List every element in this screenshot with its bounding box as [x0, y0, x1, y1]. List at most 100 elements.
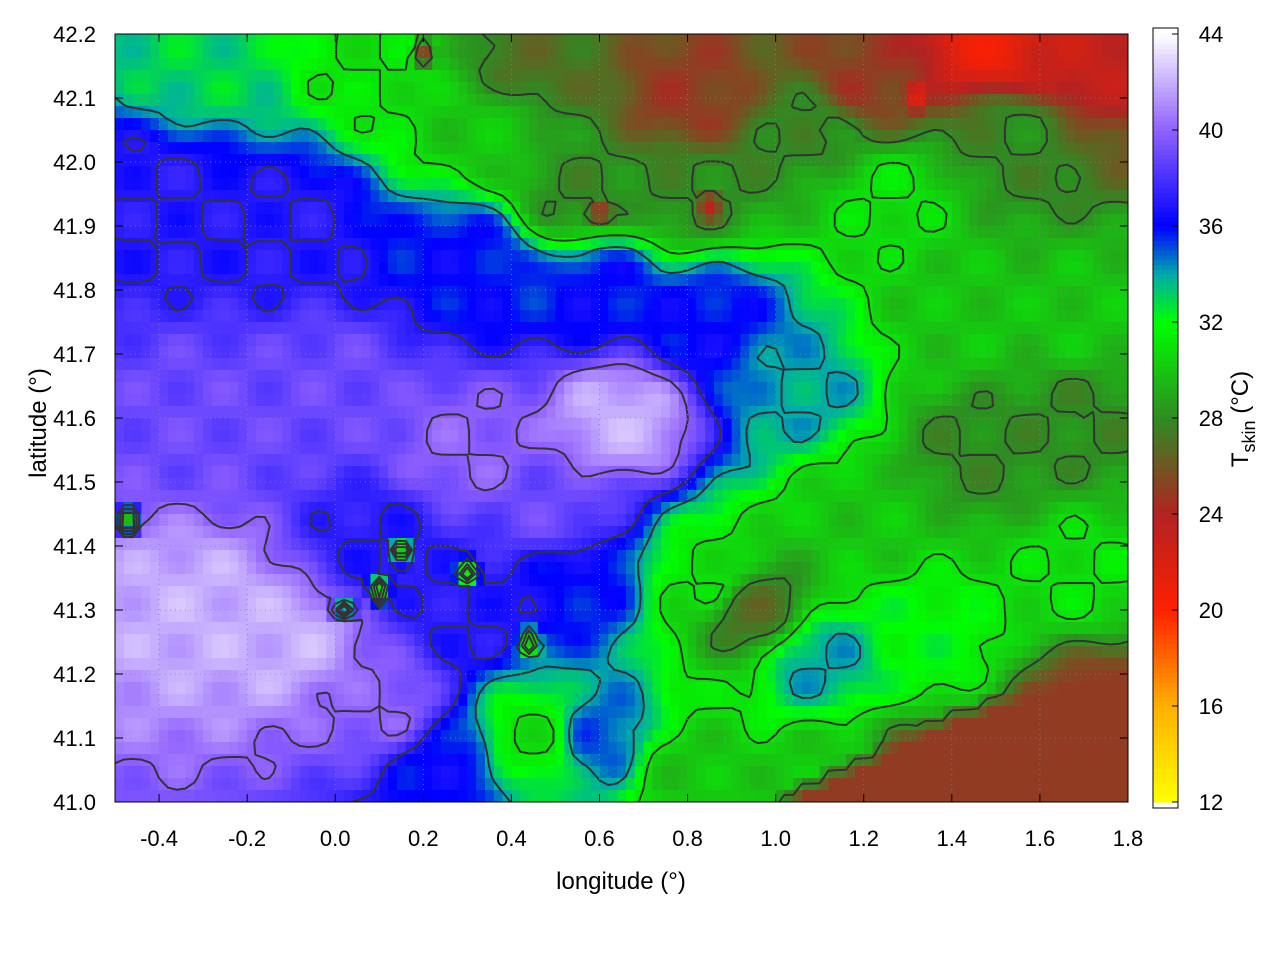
field-cell [978, 406, 988, 419]
field-cell [115, 142, 125, 155]
field-cell [581, 514, 592, 527]
field-cell [167, 130, 178, 143]
field-cell [361, 478, 372, 491]
field-cell [299, 346, 310, 359]
field-cell [749, 502, 759, 515]
field-cell [1004, 202, 1015, 215]
field-cell [758, 334, 768, 347]
field-cell [1013, 202, 1023, 215]
field-cell [969, 286, 979, 299]
field-cell [722, 514, 733, 527]
field-cell [299, 286, 310, 299]
field-cell [405, 322, 416, 335]
field-cell [238, 70, 248, 83]
field-cell [520, 514, 530, 527]
field-cell [846, 418, 856, 431]
field-cell [907, 394, 918, 407]
field-cell [643, 262, 653, 275]
field-cell [115, 82, 125, 95]
field-cell [766, 226, 777, 239]
field-cell [432, 190, 442, 203]
field-cell [1119, 298, 1128, 311]
field-cell [978, 238, 988, 251]
field-cell [185, 550, 195, 563]
field-cell [370, 142, 380, 155]
field-cell [238, 406, 248, 419]
field-cell [854, 58, 865, 71]
field-cell [784, 46, 794, 59]
field-cell [951, 178, 962, 191]
field-cell [211, 298, 222, 311]
field-cell [238, 94, 248, 107]
field-cell [203, 346, 213, 359]
field-cell [1022, 514, 1032, 527]
field-cell [546, 46, 557, 59]
field-cell [264, 178, 275, 191]
field-cell [1031, 46, 1041, 59]
field-cell [634, 178, 645, 191]
field-cell [484, 262, 495, 275]
field-cell [467, 478, 477, 491]
field-cell [590, 58, 601, 71]
field-cell [960, 166, 971, 179]
field-cell [1039, 406, 1050, 419]
field-cell [405, 478, 416, 491]
field-cell [405, 550, 416, 563]
field-cell [247, 46, 257, 59]
field-cell [943, 106, 953, 119]
field-cell [978, 430, 988, 443]
field-cell [934, 250, 944, 263]
field-cell [696, 166, 706, 179]
field-cell [661, 418, 671, 431]
field-cell [643, 118, 653, 131]
field-cell [890, 82, 900, 95]
field-cell [449, 250, 460, 263]
field-cell [167, 214, 178, 227]
field-cell [194, 490, 204, 503]
field-cell [520, 226, 530, 239]
field-cell [247, 286, 257, 299]
field-cell [493, 394, 504, 407]
field-cell [555, 454, 565, 467]
field-cell [784, 106, 794, 119]
field-cell [1031, 262, 1041, 275]
field-cell [150, 322, 160, 335]
field-cell [599, 106, 609, 119]
field-cell [617, 154, 627, 167]
field-cell [1083, 454, 1094, 467]
field-cell [203, 310, 213, 323]
field-cell [1119, 130, 1128, 143]
field-cell [484, 106, 495, 119]
field-cell [1119, 238, 1128, 251]
field-cell [423, 346, 433, 359]
field-cell [1075, 538, 1085, 551]
field-cell [440, 322, 451, 335]
field-cell [1013, 310, 1023, 323]
field-cell [696, 490, 706, 503]
field-cell [1048, 166, 1059, 179]
field-cell [282, 274, 292, 287]
field-cell [854, 538, 865, 551]
field-cell [211, 406, 222, 419]
field-cell [643, 154, 653, 167]
field-cell [969, 502, 979, 515]
field-cell [379, 454, 389, 467]
field-cell [132, 346, 143, 359]
field-cell [705, 214, 715, 227]
field-cell [943, 130, 953, 143]
field-cell [1066, 94, 1076, 107]
field-cell [185, 502, 195, 515]
field-cell [705, 370, 715, 383]
field-cell [352, 346, 363, 359]
field-cell [634, 538, 645, 551]
field-cell [203, 358, 213, 371]
field-cell [987, 478, 997, 491]
field-cell [1092, 286, 1103, 299]
field-cell [273, 214, 283, 227]
field-cell [396, 154, 407, 167]
field-cell [943, 46, 953, 59]
field-cell [229, 82, 239, 95]
field-cell [141, 106, 151, 119]
field-cell [203, 58, 213, 71]
field-cell [731, 382, 742, 395]
